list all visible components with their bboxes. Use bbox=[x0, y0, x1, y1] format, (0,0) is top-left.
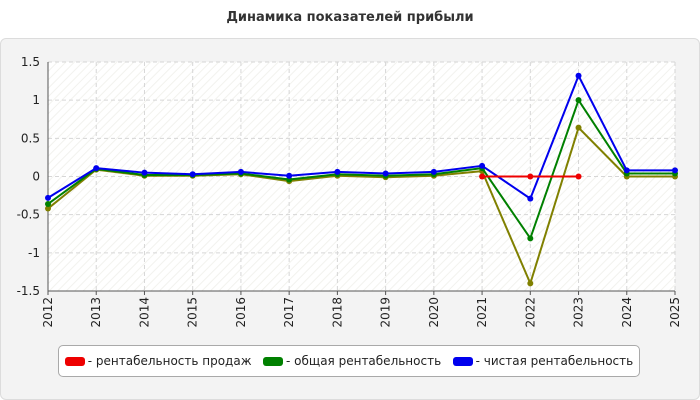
data-point bbox=[479, 173, 486, 180]
x-tick-label: 2018 bbox=[330, 297, 344, 328]
data-point bbox=[93, 165, 100, 172]
x-tick-label: 2017 bbox=[282, 297, 296, 328]
data-point bbox=[334, 168, 341, 175]
legend-item-sales[interactable]: - рентабельность продаж bbox=[64, 354, 252, 368]
legend-swatch-red bbox=[64, 356, 85, 366]
x-tick-label: 2022 bbox=[523, 297, 537, 328]
legend: - рентабельность продаж - общая рентабел… bbox=[58, 345, 640, 377]
x-tick-label: 2014 bbox=[137, 297, 151, 328]
data-point bbox=[479, 162, 486, 169]
series bbox=[45, 72, 678, 287]
data-point bbox=[575, 97, 582, 104]
legend-label: - рентабельность продаж bbox=[87, 354, 252, 368]
data-point bbox=[623, 167, 630, 174]
legend-item-net[interactable]: - чистая рентабельность bbox=[452, 354, 634, 368]
y-tick-label: 0.5 bbox=[21, 131, 40, 145]
data-point bbox=[45, 205, 51, 212]
series-line-2 bbox=[47, 74, 675, 200]
y-tick-label: 1 bbox=[32, 93, 40, 107]
x-tick-label: 2020 bbox=[427, 297, 441, 328]
y-tick-label: 1.5 bbox=[21, 55, 40, 69]
data-point bbox=[189, 171, 196, 178]
series-line-1 bbox=[47, 99, 675, 240]
chart-title: Динамика показателей прибыли bbox=[226, 10, 474, 25]
y-tick-label: -0.5 bbox=[17, 208, 40, 222]
data-point bbox=[527, 235, 534, 242]
x-tick-label: 2025 bbox=[668, 297, 682, 328]
x-tick-label: 2012 bbox=[41, 297, 55, 328]
data-point bbox=[286, 172, 293, 179]
y-tick-label: -1 bbox=[28, 246, 40, 260]
legend-swatch-green bbox=[263, 356, 284, 366]
data-point bbox=[575, 173, 582, 180]
x-tick-label: 2016 bbox=[234, 297, 248, 328]
legend-item-total[interactable]: - общая рентабельность bbox=[263, 354, 441, 368]
x-tick-label: 2024 bbox=[620, 297, 634, 328]
data-point bbox=[672, 167, 678, 174]
data-point bbox=[575, 72, 582, 79]
legend-label: - общая рентабельность bbox=[286, 354, 442, 368]
legend-label: - чистая рентабельность bbox=[475, 354, 634, 368]
x-tick-label: 2013 bbox=[89, 297, 103, 328]
axes bbox=[47, 62, 676, 295]
x-tick-label: 2021 bbox=[475, 297, 489, 328]
data-point bbox=[141, 169, 148, 176]
data-point bbox=[527, 173, 534, 180]
data-point bbox=[45, 200, 51, 207]
data-point bbox=[527, 195, 534, 202]
data-point bbox=[237, 168, 244, 175]
y-tick-label: 0 bbox=[32, 170, 40, 184]
legend-swatch-blue bbox=[452, 356, 473, 366]
x-tick-label: 2019 bbox=[379, 297, 393, 328]
y-tick-label: -1.5 bbox=[17, 284, 40, 298]
data-point bbox=[382, 170, 389, 177]
x-tick-label: 2023 bbox=[572, 297, 586, 328]
data-point bbox=[430, 168, 437, 175]
data-point bbox=[575, 124, 582, 131]
data-point bbox=[45, 194, 51, 201]
x-tick-label: 2015 bbox=[186, 297, 200, 328]
data-point bbox=[527, 280, 534, 287]
